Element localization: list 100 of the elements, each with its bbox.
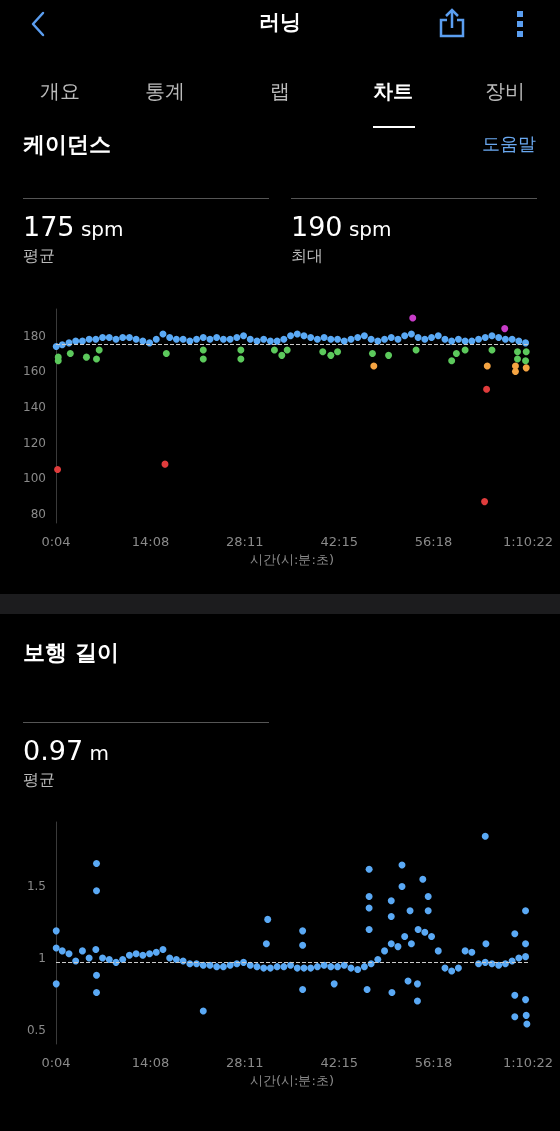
- point: [299, 941, 307, 949]
- y-tick-label: 1: [38, 951, 46, 966]
- x-tick-label: 0:04: [41, 534, 71, 549]
- y-tick-label: 140: [23, 400, 46, 415]
- point: [66, 350, 74, 358]
- text: 통계: [144, 78, 186, 105]
- point: [385, 351, 393, 359]
- point: [365, 892, 373, 900]
- x-tick-label: 28:11: [226, 1055, 264, 1070]
- x-tick-label: 14:08: [131, 534, 170, 549]
- point: [409, 314, 417, 322]
- point: [398, 882, 406, 890]
- text: 랩: [269, 78, 291, 105]
- point: [199, 355, 207, 363]
- point: [199, 1007, 207, 1015]
- point: [419, 875, 427, 883]
- x-tick-label: 14:08: [131, 1055, 170, 1070]
- x-tick-label: 1:10:22: [502, 1055, 554, 1070]
- point: [482, 940, 490, 948]
- text: 평균: [23, 769, 56, 791]
- point: [162, 350, 170, 358]
- x-tick-label: 28:11: [226, 534, 264, 549]
- text: 개요: [39, 78, 81, 105]
- text: 차트: [372, 78, 414, 105]
- point: [483, 362, 491, 370]
- point: [483, 385, 491, 393]
- text: 0.97 m: [23, 735, 110, 768]
- y-tick-label: 0.5: [26, 1022, 46, 1037]
- point: [522, 357, 530, 365]
- text: 평균: [23, 245, 56, 267]
- point: [387, 913, 395, 921]
- point: [511, 367, 519, 375]
- point: [522, 996, 530, 1004]
- point: [278, 351, 286, 359]
- point: [522, 907, 530, 915]
- x-tick-label: 1:10:22: [502, 534, 554, 549]
- point: [95, 346, 103, 354]
- x-axis-title: 시간(시:분:초): [250, 552, 334, 567]
- point: [52, 980, 60, 988]
- text: 장비: [484, 78, 526, 105]
- point: [93, 988, 101, 996]
- point: [93, 355, 101, 363]
- point: [406, 907, 414, 915]
- text: 도움말: [482, 132, 536, 156]
- point: [513, 355, 521, 363]
- point: [327, 351, 335, 359]
- point: [54, 466, 62, 473]
- point: [368, 350, 376, 358]
- y-tick-label: 180: [23, 328, 46, 343]
- point: [522, 940, 530, 948]
- point: [413, 980, 421, 988]
- point: [413, 997, 421, 1005]
- point: [511, 1013, 519, 1021]
- point: [262, 940, 270, 948]
- y-tick-label: 100: [23, 471, 46, 486]
- point: [501, 325, 509, 333]
- text: 러닝: [258, 9, 302, 36]
- x-tick-label: 42:15: [320, 1055, 358, 1070]
- point: [93, 860, 101, 868]
- text: 최대: [291, 245, 324, 267]
- point: [424, 892, 432, 900]
- point: [513, 348, 521, 356]
- point: [52, 927, 60, 935]
- x-tick-label: 42:15: [320, 534, 358, 549]
- point: [522, 364, 530, 372]
- y-tick-label: 1.5: [26, 879, 46, 894]
- point: [387, 897, 395, 905]
- chart-title: 보행 길이: [23, 639, 119, 667]
- point: [522, 348, 530, 356]
- point: [237, 355, 245, 363]
- point: [334, 348, 342, 356]
- point: [93, 971, 101, 979]
- text: 175 spm: [23, 211, 125, 244]
- y-tick-label: 80: [30, 507, 46, 522]
- x-tick-label: 0:04: [41, 1055, 71, 1070]
- point: [264, 915, 272, 923]
- point: [424, 907, 432, 915]
- point: [283, 346, 291, 354]
- point: [299, 927, 307, 935]
- point: [481, 498, 489, 506]
- point: [365, 925, 373, 933]
- point: [370, 362, 378, 370]
- x-tick-label: 56:18: [414, 1055, 453, 1070]
- point: [523, 1020, 531, 1028]
- point: [270, 346, 278, 354]
- x-tick-label: 56:18: [414, 534, 453, 549]
- y-tick-label: 160: [23, 364, 46, 379]
- point: [481, 832, 489, 840]
- point: [319, 348, 327, 356]
- point: [511, 930, 519, 938]
- text: 190 spm: [291, 211, 393, 244]
- chart-title: 케이던스: [23, 131, 111, 159]
- x-axis-title: 시간(시:분:초): [250, 1073, 334, 1088]
- point: [363, 986, 371, 994]
- point: [452, 350, 460, 358]
- point: [388, 988, 396, 996]
- point: [199, 346, 207, 354]
- point: [82, 353, 90, 361]
- point: [93, 887, 101, 895]
- point: [299, 986, 307, 994]
